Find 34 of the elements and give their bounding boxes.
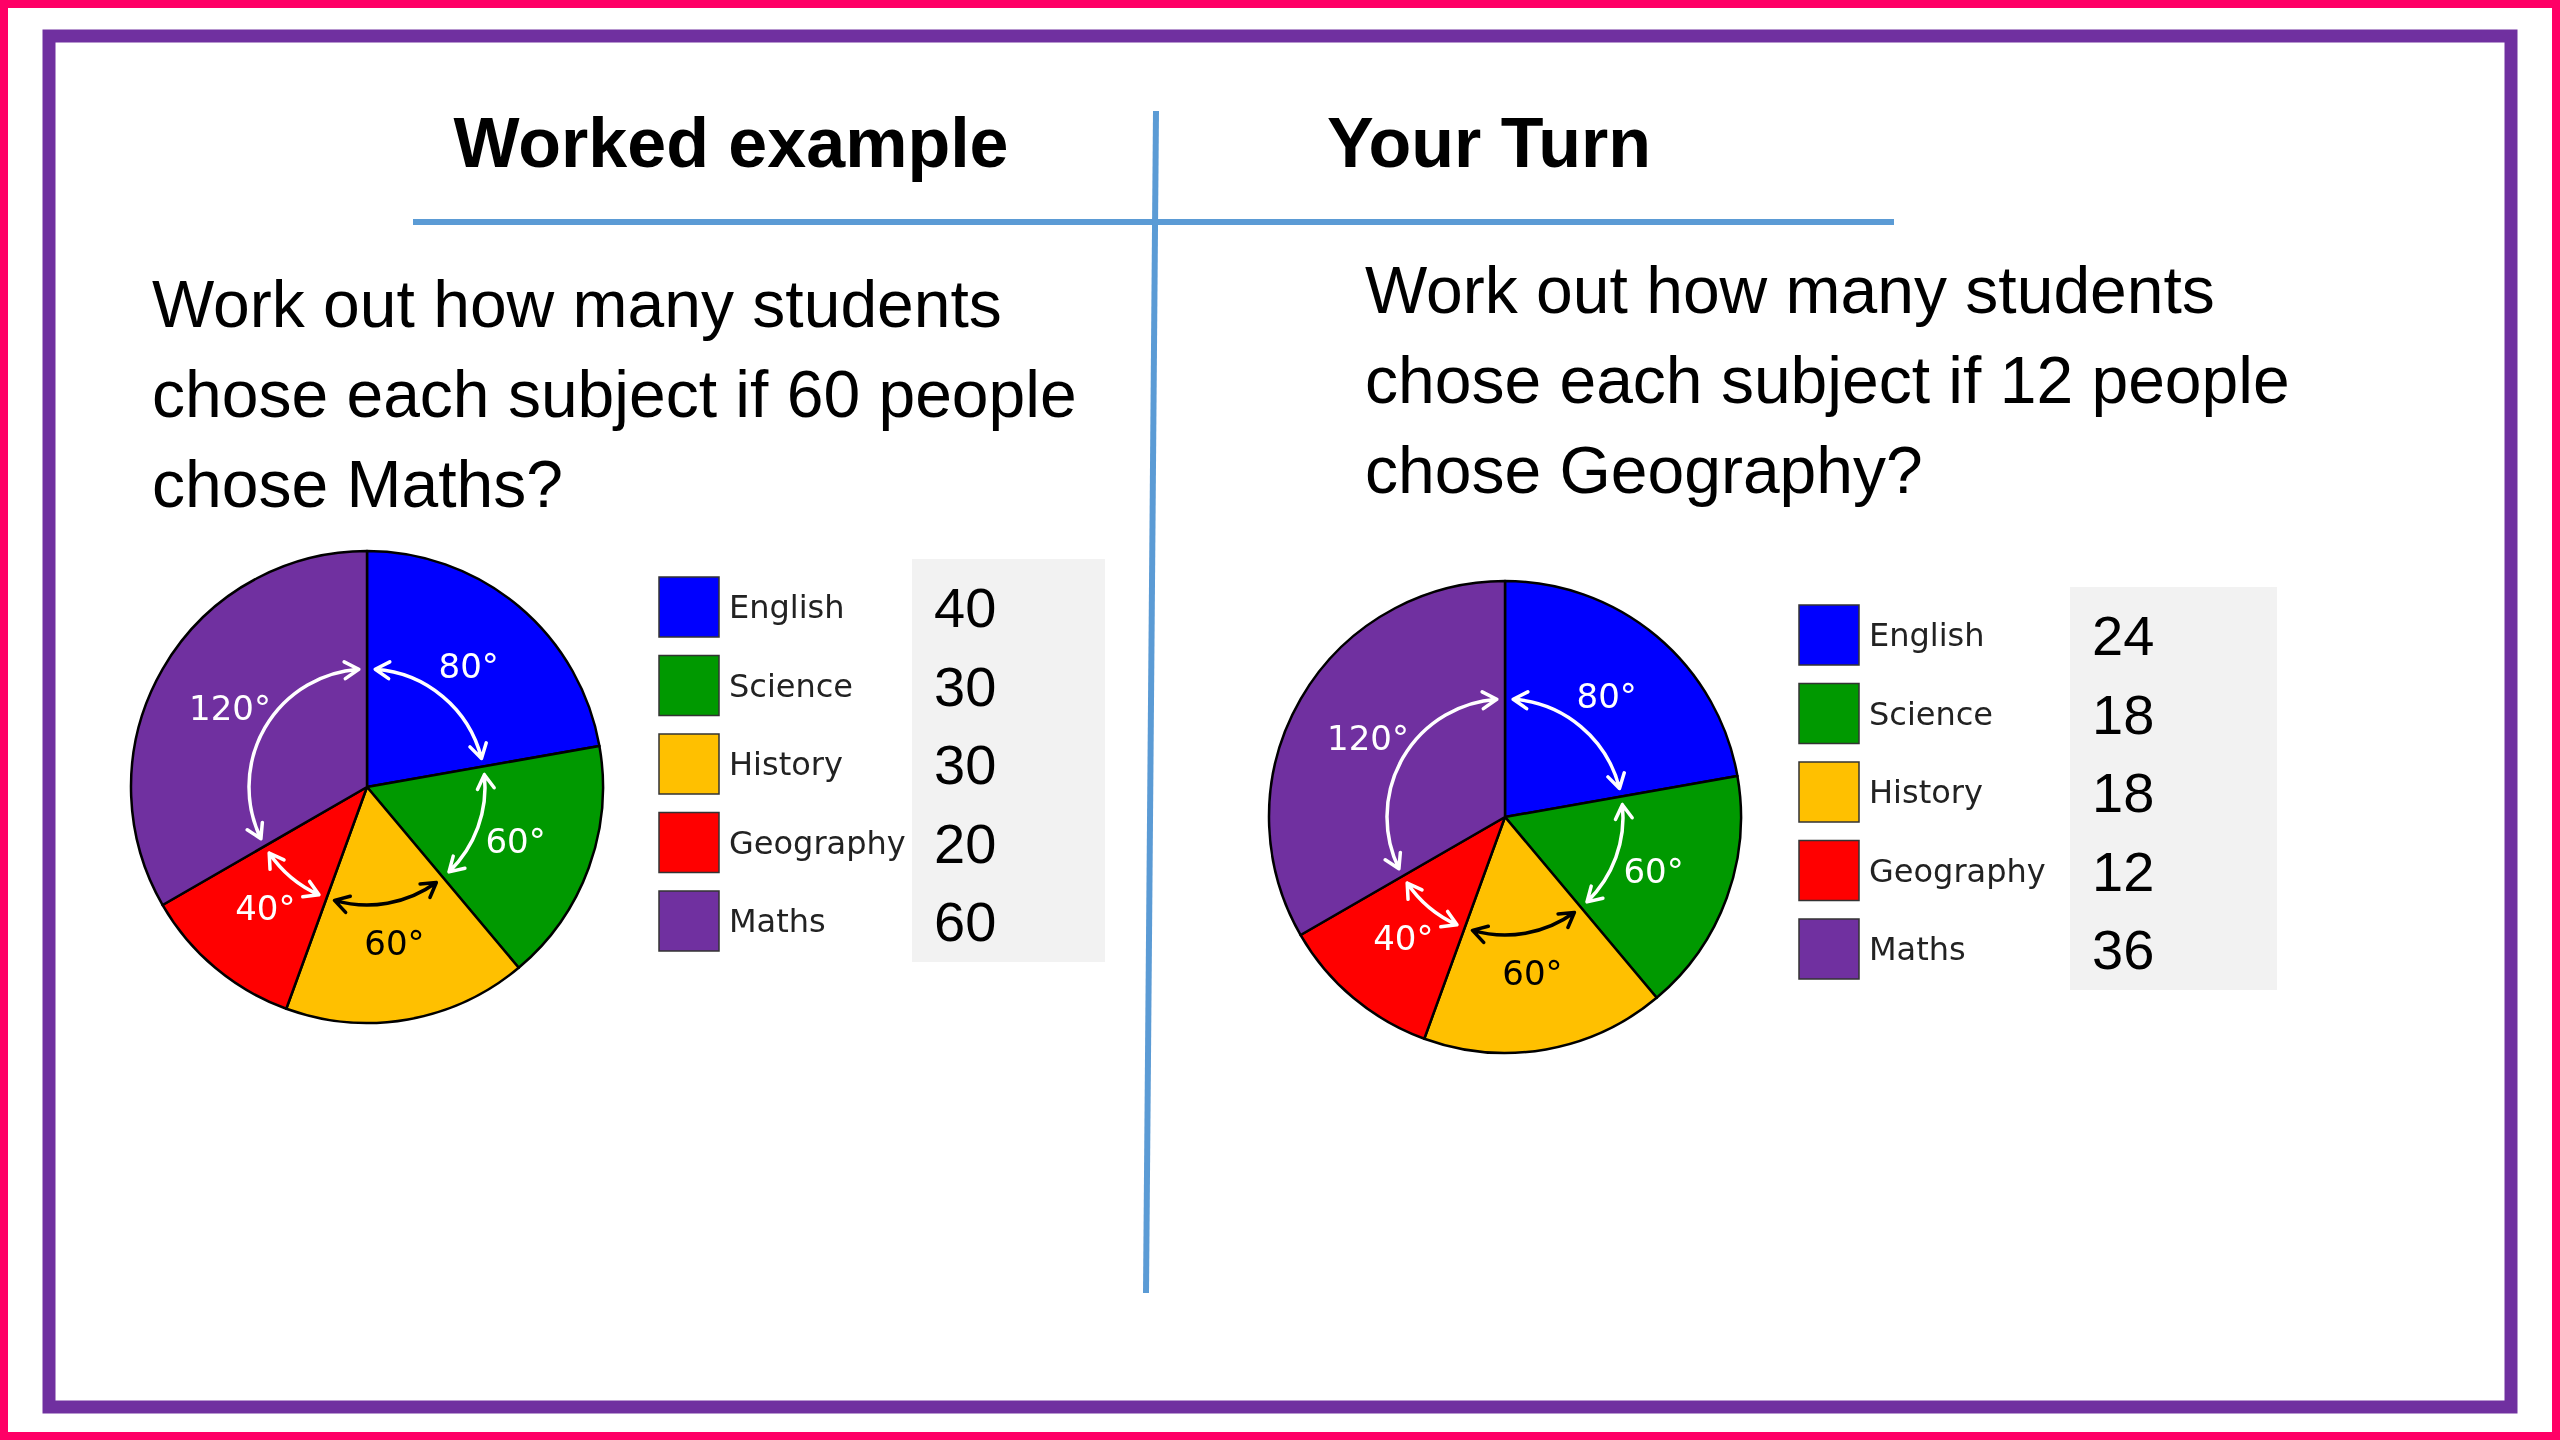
- data-label: 120°: [1327, 717, 1410, 758]
- legend-label: Geography: [1869, 851, 2046, 890]
- text: 12: [2092, 839, 2155, 903]
- data-label: 60°: [1502, 952, 1563, 993]
- text: 20: [934, 811, 997, 875]
- data-label: 60°: [485, 821, 546, 862]
- chart-subtitle: Work out how many students chose each subject if 60 people chose Maths?: [152, 267, 1077, 521]
- text: 30: [934, 654, 997, 718]
- text: 36: [2092, 918, 2155, 981]
- data-label: 60°: [364, 922, 425, 963]
- legend-label: Science: [1869, 694, 1994, 733]
- legend-label: Maths: [1869, 930, 1966, 968]
- chart-title: Worked example: [453, 104, 1009, 182]
- chart-title: Your Turn: [1326, 104, 1652, 182]
- text: 18: [2092, 761, 2155, 824]
- legend-label: English: [729, 588, 845, 626]
- legend-label: Geography: [729, 823, 906, 862]
- legend-label: History: [1869, 773, 1983, 811]
- data-label: 40°: [1373, 918, 1434, 959]
- text: 30: [934, 733, 997, 796]
- legend-label: Maths: [729, 902, 826, 940]
- text: 18: [2092, 682, 2155, 746]
- data-label: 60°: [1623, 851, 1684, 892]
- legend-label: History: [729, 745, 843, 783]
- legend-label: English: [1869, 616, 1985, 654]
- chart-subtitle: Work out how many students chose each subject if 12 people chose Geography?: [1365, 253, 2290, 507]
- data-label: 80°: [1576, 675, 1637, 716]
- data-label: 120°: [189, 687, 272, 728]
- data-label: 80°: [438, 645, 499, 686]
- text: 40: [934, 576, 997, 639]
- text: 60: [934, 890, 997, 953]
- legend-label: Science: [729, 666, 854, 705]
- text: 24: [2092, 604, 2155, 667]
- data-label: 40°: [235, 888, 296, 929]
